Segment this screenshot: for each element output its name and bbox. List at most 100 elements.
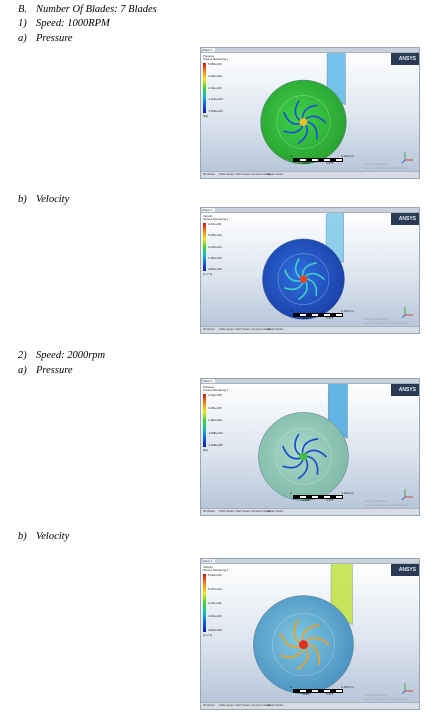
viewer-tab[interactable]: View 1 (203, 379, 215, 383)
viewer-bottom-tabs: 3D Viewer Table Viewer Chart Viewer Comment… (201, 508, 419, 515)
bottom-tab-comment-viewer[interactable]: Comment Viewer (251, 172, 271, 176)
scale-label-quarter: 0.025 (302, 498, 310, 502)
impeller-ring (276, 95, 331, 149)
legend-tick-label: -2.028e+005 (208, 444, 223, 447)
impeller-blade (306, 121, 318, 140)
legend-title: Pressure Volume Rendering 1 (203, 54, 228, 61)
bottom-tab-chart-viewer[interactable]: Chart Viewer (235, 703, 250, 707)
impeller-blade (306, 278, 318, 296)
impeller-blade (307, 455, 319, 475)
speed1-label: Speed: 1000RPM (36, 18, 110, 29)
impeller-blade (305, 115, 326, 123)
activate-windows-watermark: Activate Windows Go to Settings to activa… (365, 162, 409, 170)
section-heading: B. Number Of Blades: 7 Blades (18, 4, 157, 16)
viewer-viewport: ANSYS Velocity Volume Rendering 1 8.423e+00… (201, 564, 419, 703)
bottom-tab-comment-viewer[interactable]: Comment Viewer (251, 703, 271, 707)
impeller-hub (298, 640, 308, 650)
ansys-logo: ANSYS (398, 567, 416, 573)
legend-variable: Velocity (203, 214, 213, 218)
bottom-tab-3d-viewer[interactable]: 3D Viewer (203, 703, 215, 707)
scale-label-zero: 0 (290, 154, 293, 158)
axis-triad-icon (401, 489, 413, 501)
section-title: Number Of Blades: 7 Blades (36, 4, 157, 15)
bottom-tab-report-viewer[interactable]: Report Viewer (267, 172, 284, 176)
scale-label-three-quarter: 0.075 (326, 498, 334, 502)
viewer-tab-bar (201, 48, 419, 53)
bottom-tab-table-viewer[interactable]: Table Viewer (219, 703, 234, 707)
bottom-tab-3d-viewer[interactable]: 3D Viewer (203, 172, 215, 176)
viewer-tab-bar (201, 379, 419, 384)
scale-bar (292, 495, 343, 499)
watermark-subtitle: Go to Settings to activate Windows. (364, 696, 409, 701)
impeller-blade (301, 624, 320, 641)
impeller-blade (297, 124, 309, 144)
velocity-1000rpm-screenshot: View 1 ANSYS Velocity Volume Rendering 1 4.2… (200, 207, 420, 334)
legend-tick-label: 3.245e+004 (208, 74, 222, 78)
legend-tick-label: 4.211e+001 (208, 601, 222, 605)
impeller-blade (301, 438, 319, 453)
impeller-hub (299, 452, 308, 461)
viewer-viewport: ANSYS Velocity Volume Rendering 1 4.211e+00… (201, 213, 419, 327)
scale-label-quarter: 0.025 (302, 316, 310, 320)
velocity2-label: Velocity (36, 531, 70, 542)
impeller-blade (305, 637, 330, 646)
legend-tick-label: 0.000e+000 (208, 268, 222, 271)
legend-color-bar (203, 223, 206, 271)
axis-triad-icon (401, 152, 413, 164)
bottom-tab-3d-viewer[interactable]: 3D Viewer (203, 509, 215, 513)
legend-title: Velocity Volume Rendering 1 (203, 214, 228, 221)
impeller-hub (299, 118, 308, 126)
impeller-blade (297, 459, 309, 480)
speed1-heading: 1) Speed: 1000RPM (18, 18, 110, 30)
pressure2-label: Pressure (36, 365, 73, 376)
velocity2-heading: b) Velocity (18, 531, 69, 543)
pump-geometry (258, 384, 349, 501)
viewer-tab[interactable]: View 1 (203, 208, 215, 212)
bottom-tab-3d-viewer[interactable]: 3D Viewer (203, 327, 215, 331)
legend-unit: [m s^-1] (203, 273, 213, 276)
pressure-2000rpm-screenshot: View 1 ANSYS Pressure Volume Rendering 1 2.3… (200, 378, 420, 516)
bottom-tab-report-viewer[interactable]: Report Viewer (267, 327, 284, 331)
legend-variable: Pressure (203, 54, 215, 58)
bottom-tab-table-viewer[interactable]: Table Viewer (219, 327, 234, 331)
impeller-ring (272, 613, 335, 676)
bottom-tab-table-viewer[interactable]: Table Viewer (219, 172, 234, 176)
bottom-tab-report-viewer[interactable]: Report Viewer (267, 703, 284, 707)
activate-windows-watermark: Activate Windows Go to Settings to activa… (365, 499, 409, 507)
viewer-bottom-tabs: 3D Viewer Table Viewer Chart Viewer Comment… (201, 171, 419, 178)
scale-label-max: 0.100 (m) (341, 309, 354, 313)
bottom-tab-comment-viewer[interactable]: Comment Viewer (251, 509, 271, 513)
pump-geometry (262, 213, 345, 320)
viewer-tab[interactable]: View 1 (203, 559, 215, 563)
scale-label-quarter: 0.025 (302, 161, 310, 165)
velocity1-label: Velocity (36, 194, 70, 205)
viewer-tab[interactable]: View 1 (203, 48, 215, 52)
impeller-hub (299, 275, 308, 283)
scale-label-three-quarter: 0.075 (326, 161, 334, 165)
legend-tick-label: -1.224e+004 (208, 98, 223, 102)
legend-tick-label: 3.158e+001 (208, 234, 222, 238)
impeller-blade (294, 433, 301, 456)
bottom-tab-chart-viewer[interactable]: Chart Viewer (235, 327, 250, 331)
legend-tick-label: 6.317e+001 (208, 587, 222, 591)
watermark-title: Activate Windows (364, 317, 387, 321)
activate-windows-watermark: Activate Windows Go to Settings to activa… (364, 317, 409, 325)
pump-geometry (253, 564, 354, 694)
bottom-tab-chart-viewer[interactable]: Chart Viewer (235, 172, 250, 176)
bottom-tab-table-viewer[interactable]: Table Viewer (219, 509, 234, 513)
viewer-viewport: ANSYS Pressure Volume Rendering 1 5.480e+00… (201, 53, 419, 172)
legend-tick-label: 2.105e+001 (208, 245, 222, 249)
ansys-logo: ANSYS (398, 216, 416, 222)
legend-color-bar (203, 394, 206, 447)
scale-label-zero: 0 (290, 491, 293, 495)
viewer-viewport: ANSYS Pressure Volume Rendering 1 2.324e+00… (201, 384, 419, 509)
legend-tick-label: 0.000e+000 (208, 629, 222, 632)
bottom-tab-chart-viewer[interactable]: Chart Viewer (235, 509, 250, 513)
impeller-blade (280, 648, 304, 658)
bottom-tab-report-viewer[interactable]: Report Viewer (267, 509, 284, 513)
speed2-number: 2) (18, 350, 27, 361)
scale-bar (292, 689, 343, 693)
bottom-tab-comment-viewer[interactable]: Comment Viewer (251, 327, 271, 331)
legend-tick-label: 1.011e+004 (208, 86, 222, 90)
section-number: B. (18, 4, 28, 15)
